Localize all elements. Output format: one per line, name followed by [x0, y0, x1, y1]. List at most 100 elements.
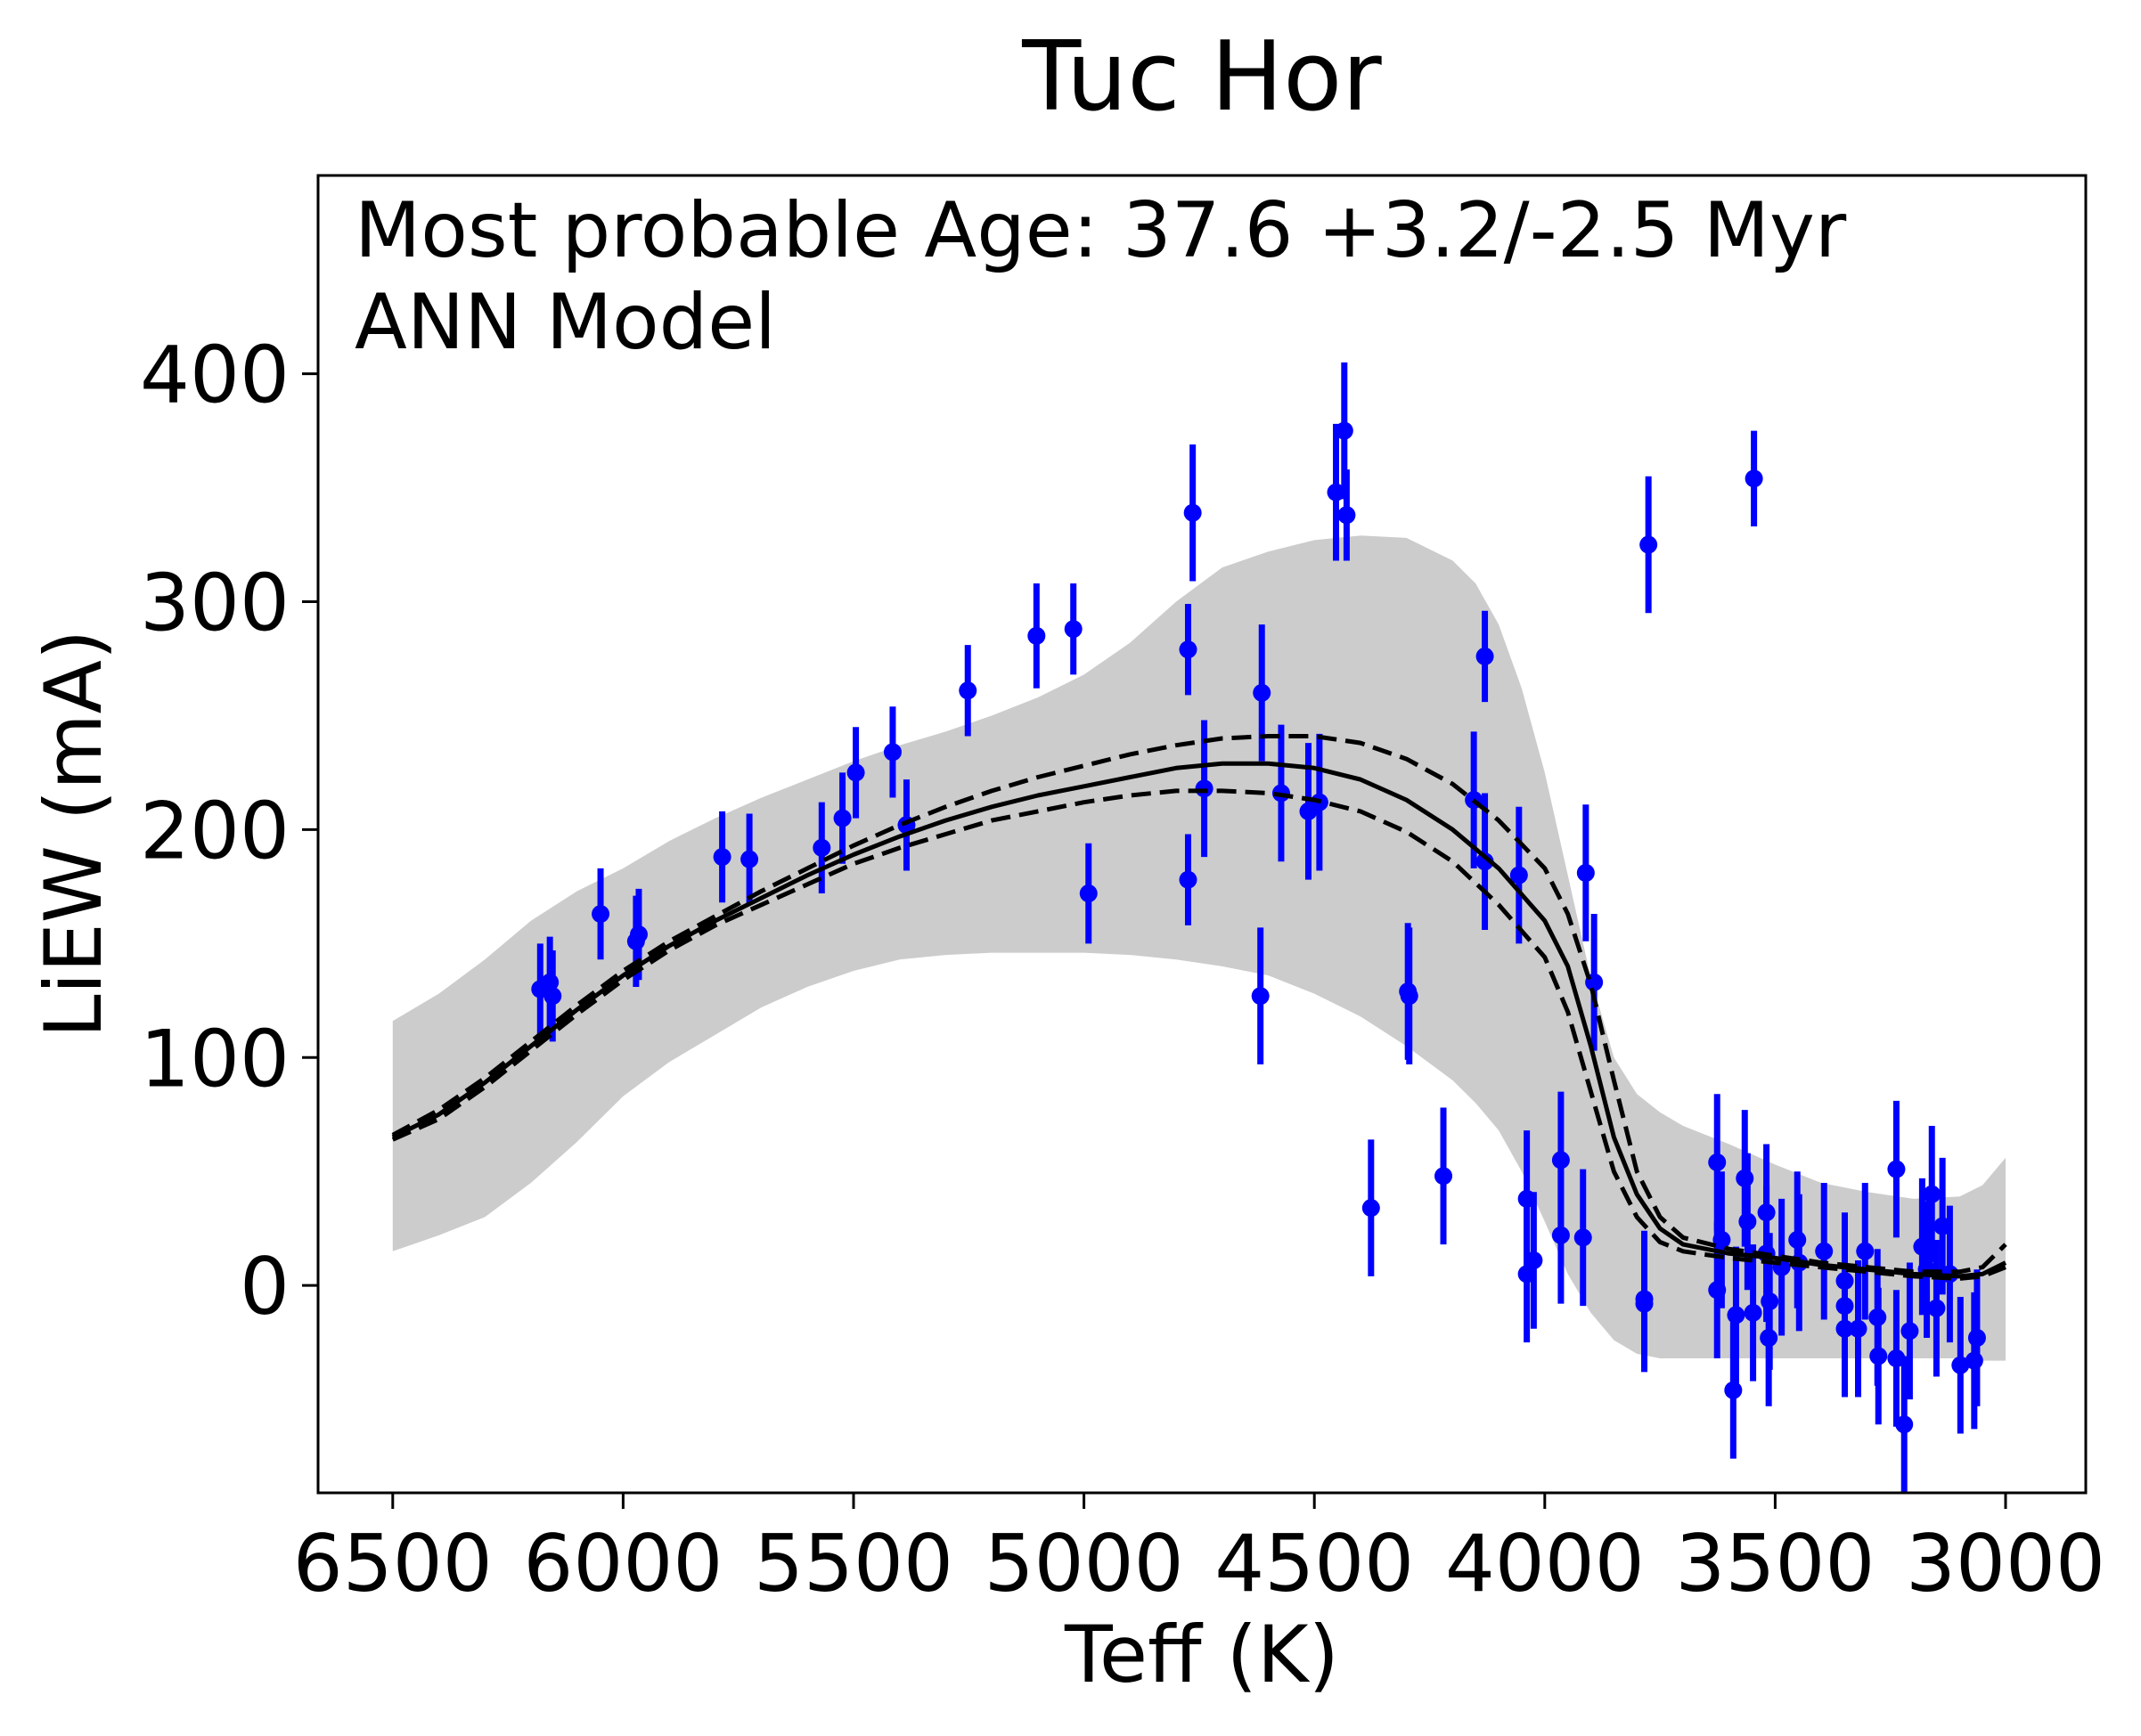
data-point [1337, 469, 1356, 561]
point-marker [1327, 483, 1345, 501]
point-marker [883, 743, 902, 762]
data-point [1639, 476, 1658, 614]
y-axis-label: LiEW (mA) [28, 630, 119, 1039]
data-points-layer [531, 362, 1986, 1493]
point-marker [1400, 987, 1418, 1006]
x-tick-label: 6500 [293, 1518, 493, 1610]
data-point [1400, 927, 1418, 1064]
y-axis-ticks: 0 100 200 300 400 [140, 330, 318, 1333]
point-marker [1251, 987, 1270, 1006]
data-point [1708, 1094, 1727, 1231]
point-marker [1434, 1167, 1453, 1186]
data-point [1856, 1183, 1875, 1320]
x-axis-ticks: 6500 6000 5500 5000 4500 4000 3500 3000 [293, 1493, 2105, 1610]
point-marker [1475, 647, 1494, 665]
data-point [1712, 1171, 1731, 1308]
plot-area [391, 362, 2007, 1493]
point-marker [1524, 1251, 1543, 1269]
point-marker [1887, 1349, 1906, 1368]
point-marker [592, 905, 610, 924]
point-marker [1195, 779, 1214, 798]
model-median-line [391, 761, 2007, 1279]
model-envelope-band [392, 535, 2006, 1361]
x-axis-label: Teff (K) [1064, 1609, 1339, 1700]
point-marker [1927, 1299, 1946, 1317]
data-point [1179, 834, 1197, 925]
data-point [1727, 1246, 1745, 1384]
annotation-model: ANN Model [355, 278, 776, 367]
data-point [1251, 927, 1270, 1064]
data-point [833, 772, 852, 864]
data-point [740, 813, 759, 905]
data-point [592, 868, 610, 960]
x-tick-label: 4000 [1445, 1518, 1645, 1610]
point-marker [1835, 1319, 1854, 1338]
point-marker [1027, 626, 1046, 645]
data-point [1475, 793, 1494, 930]
point-marker [1815, 1242, 1834, 1260]
point-marker [1895, 1415, 1914, 1434]
data-point [1509, 806, 1528, 944]
data-point [1967, 1269, 1986, 1406]
data-point [1744, 1244, 1762, 1381]
x-tick-label: 5500 [754, 1518, 953, 1610]
point-marker [813, 838, 831, 857]
data-point [1551, 1167, 1570, 1304]
point-marker [1361, 1199, 1380, 1218]
point-marker [1183, 503, 1202, 522]
point-marker [1509, 866, 1528, 884]
data-point [1887, 1100, 1906, 1238]
axes-frame [316, 174, 2088, 1495]
point-marker [1179, 870, 1197, 889]
data-point [1573, 1169, 1592, 1307]
data-point [813, 802, 831, 894]
point-marker [1064, 620, 1083, 639]
data-point [1900, 1262, 1919, 1400]
model-bound-line [391, 734, 2007, 1275]
y-tick-label: 400 [140, 330, 290, 421]
point-marker [1179, 640, 1197, 659]
model-envelope-layer [392, 535, 2006, 1361]
point-marker [833, 809, 852, 827]
data-point [1064, 583, 1083, 675]
data-point [1079, 843, 1098, 944]
data-point [883, 706, 902, 798]
data-point [1361, 1139, 1380, 1276]
data-point [1927, 1239, 1946, 1377]
point-marker [1849, 1319, 1867, 1338]
point-marker [1635, 1294, 1654, 1313]
y-tick-label: 200 [140, 785, 290, 876]
point-marker [1745, 469, 1763, 488]
point-marker [629, 925, 648, 944]
x-tick-label: 3000 [1906, 1518, 2105, 1610]
point-marker [1923, 1185, 1941, 1203]
point-marker [1639, 535, 1658, 554]
y-tick-label: 300 [140, 558, 290, 649]
point-marker [1887, 1160, 1906, 1178]
x-tick-label: 6000 [523, 1518, 723, 1610]
data-point [1887, 1290, 1906, 1427]
point-marker [543, 987, 562, 1006]
model-bound-line [391, 788, 2006, 1281]
point-marker [1900, 1322, 1919, 1341]
data-point [1434, 1107, 1453, 1245]
data-point [1745, 430, 1763, 527]
point-marker [1856, 1242, 1875, 1260]
point-marker [959, 681, 977, 700]
point-marker [1079, 884, 1098, 903]
data-point [1923, 1126, 1941, 1263]
data-point [1895, 1356, 1914, 1493]
point-marker [1551, 1151, 1570, 1170]
chart-title: Tuc Hor [1021, 21, 1382, 133]
data-point [1475, 610, 1494, 703]
point-marker [1744, 1303, 1762, 1322]
data-point [1951, 1296, 1970, 1434]
point-marker [1551, 1226, 1570, 1244]
data-point [1869, 1287, 1888, 1425]
data-point [1027, 583, 1046, 689]
data-point [1524, 1192, 1543, 1329]
x-tick-label: 3500 [1675, 1518, 1875, 1610]
x-tick-label: 4500 [1214, 1518, 1414, 1610]
point-marker [1967, 1329, 1986, 1347]
